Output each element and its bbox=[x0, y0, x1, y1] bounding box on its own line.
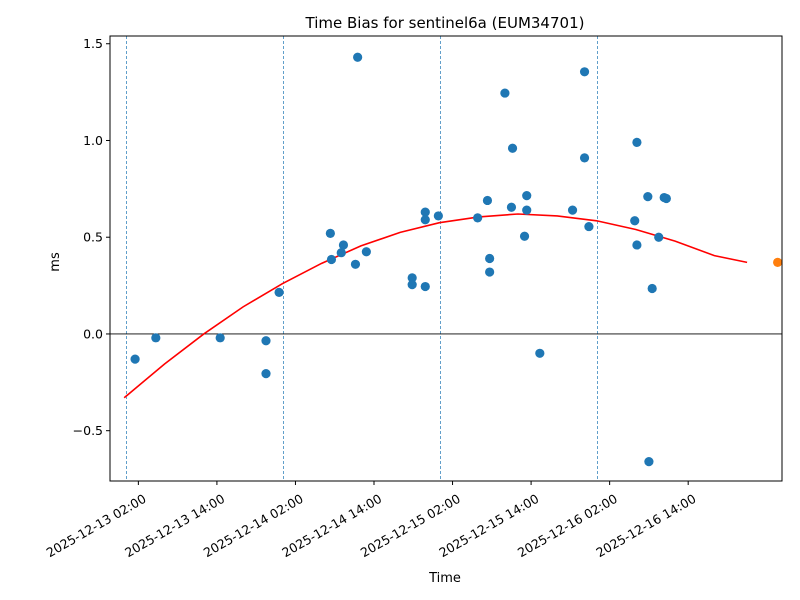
data-point-s0-30 bbox=[567, 205, 578, 215]
data-point-s0-31 bbox=[579, 67, 590, 77]
data-point-s0-8 bbox=[336, 248, 346, 258]
data-point-s0-23 bbox=[500, 88, 510, 98]
data-point-s0-15 bbox=[420, 207, 430, 217]
data-point-s0-22 bbox=[485, 267, 495, 277]
data-point-s0-20 bbox=[482, 195, 493, 206]
y-tick-label-2: 0.5 bbox=[83, 230, 103, 245]
data-point-s0-38 bbox=[644, 457, 654, 467]
data-point-s0-4 bbox=[261, 369, 271, 379]
data-point-s0-13 bbox=[407, 273, 417, 283]
data-point-s0-32 bbox=[579, 153, 590, 163]
axes bbox=[109, 35, 783, 482]
vertical-reference-lines bbox=[126, 36, 598, 481]
data-point-s0-2 bbox=[215, 333, 225, 343]
data-point-s0-5 bbox=[274, 287, 284, 297]
data-point-s0-18 bbox=[433, 211, 443, 221]
data-point-s0-39 bbox=[647, 283, 657, 294]
data-point-s0-24 bbox=[506, 202, 517, 212]
y-tick-label-3: 1.0 bbox=[83, 133, 103, 148]
data-point-s0-36 bbox=[632, 240, 642, 250]
data-point-s0-12 bbox=[361, 247, 371, 257]
data-point-s1-0 bbox=[773, 257, 783, 267]
data-point-s0-17 bbox=[420, 281, 430, 292]
data-point-s0-29 bbox=[535, 348, 545, 358]
data-point-s0-35 bbox=[632, 137, 642, 148]
axes-frame bbox=[109, 35, 783, 482]
data-point-s0-40 bbox=[654, 232, 664, 242]
data-point-s0-27 bbox=[522, 191, 532, 201]
data-point-s0-10 bbox=[350, 259, 361, 269]
data-point-s0-16 bbox=[420, 215, 430, 225]
data-point-s0-1 bbox=[151, 333, 161, 343]
y-tick-label-0: −0.5 bbox=[73, 423, 103, 438]
data-point-s0-3 bbox=[261, 336, 271, 346]
y-axis-ticks: −0.5 0.0 0.5 1.0 1.5 bbox=[73, 36, 110, 438]
data-point-s0-42 bbox=[661, 193, 671, 204]
data-point-s0-21 bbox=[485, 253, 495, 264]
data-point-s0-34 bbox=[630, 216, 640, 226]
data-point-s0-25 bbox=[507, 143, 518, 153]
fit-curve-layer bbox=[123, 213, 748, 399]
chart-title: Time Bias for sentinel6a (EUM34701) bbox=[305, 14, 585, 32]
data-point-s0-19 bbox=[473, 213, 483, 223]
data-point-s0-11 bbox=[353, 52, 363, 62]
data-point-s0-0 bbox=[130, 354, 140, 364]
data-point-s0-28 bbox=[522, 205, 532, 215]
data-point-s0-9 bbox=[338, 240, 349, 250]
fit-curve bbox=[123, 213, 748, 399]
data-point-s0-33 bbox=[584, 221, 594, 232]
data-point-s0-14 bbox=[407, 280, 417, 290]
x-axis-label: Time bbox=[428, 571, 461, 586]
data-points bbox=[130, 52, 783, 467]
data-point-s0-26 bbox=[519, 231, 530, 241]
y-tick-label-4: 1.5 bbox=[83, 36, 103, 51]
data-point-s0-6 bbox=[325, 228, 335, 238]
y-axis-label: ms bbox=[48, 252, 63, 272]
data-point-s0-37 bbox=[643, 191, 653, 202]
data-point-s0-7 bbox=[326, 254, 337, 265]
y-tick-label-1: 0.0 bbox=[83, 326, 103, 341]
